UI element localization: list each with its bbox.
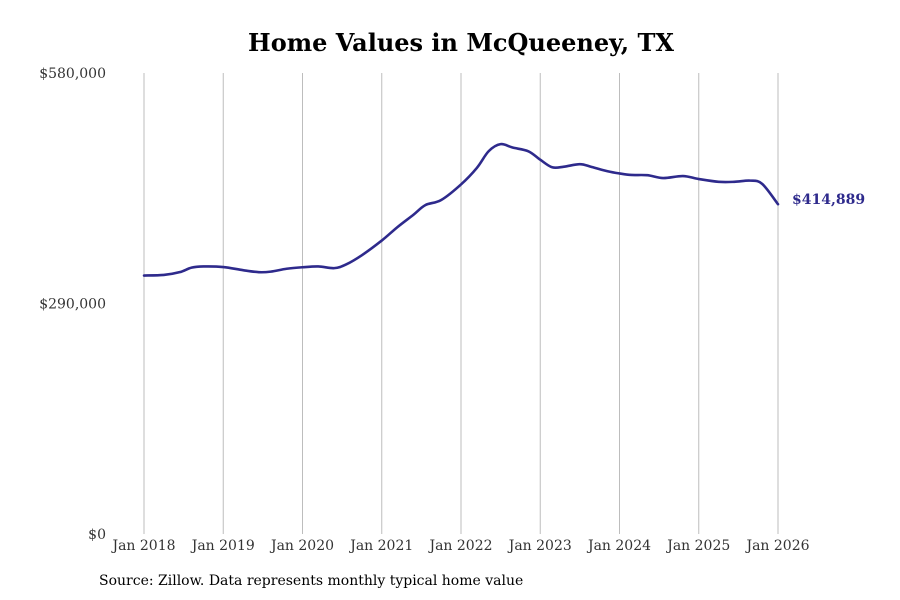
- x-tick-label: Jan 2018: [110, 538, 175, 554]
- y-tick-label: $580,000: [39, 66, 106, 82]
- x-tick-label: Jan 2023: [507, 538, 572, 554]
- x-tick-label: Jan 2025: [665, 538, 730, 554]
- end-value-label: $414,889: [792, 192, 865, 208]
- gridlines: [143, 73, 779, 534]
- y-tick-label: $290,000: [39, 297, 106, 313]
- series-layer: $414,889: [142, 142, 865, 277]
- x-tick-label: Jan 2024: [586, 538, 651, 554]
- chart-title: Home Values in McQueeney, TX: [248, 28, 674, 57]
- x-tick-label: Jan 2020: [269, 538, 334, 554]
- x-tick-label: Jan 2021: [348, 538, 413, 554]
- series-line: [142, 142, 780, 277]
- x-tick-label: Jan 2019: [190, 538, 255, 554]
- x-tick-label: Jan 2022: [427, 538, 492, 554]
- x-tick-label: Jan 2026: [744, 538, 809, 554]
- source-note: Source: Zillow. Data represents monthly …: [99, 573, 524, 589]
- y-axis-ticks: $0 $290,000 $580,000: [39, 66, 106, 543]
- y-tick-label: $0: [88, 527, 106, 543]
- x-axis-ticks: Jan 2018 Jan 2019 Jan 2020 Jan 2021 Jan 2022…: [110, 538, 809, 554]
